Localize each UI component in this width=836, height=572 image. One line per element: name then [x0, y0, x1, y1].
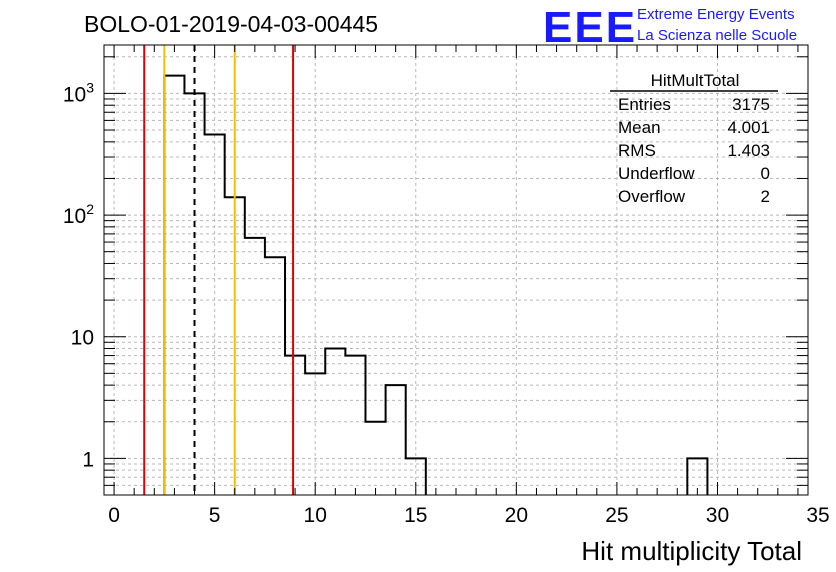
- histogram-bin: [205, 134, 225, 495]
- stats-value: 1.403: [727, 141, 770, 160]
- stats-label: Entries: [618, 95, 671, 114]
- stats-value: 0: [761, 164, 770, 183]
- histogram-bin: [386, 385, 406, 495]
- histogram-bin: [245, 238, 265, 495]
- y-tick-label: 103: [63, 79, 94, 106]
- x-tick-label: 10: [304, 504, 327, 527]
- grid: [104, 45, 808, 496]
- stats-label: Overflow: [618, 187, 686, 206]
- stats-title: HitMultTotal: [651, 71, 740, 90]
- chart-title: BOLO-01-2019-04-03-00445: [84, 11, 378, 37]
- histogram-bin: [345, 356, 365, 495]
- brand-line-2: La Scienza nelle Scuole: [637, 27, 797, 44]
- stats-label: Mean: [618, 118, 661, 137]
- y-tick-label: 10: [71, 327, 94, 350]
- histogram-bin: [164, 76, 184, 495]
- axis-ticks: [104, 45, 808, 496]
- histogram-bin: [285, 356, 305, 495]
- x-axis-title: Hit multiplicity Total: [581, 536, 802, 566]
- x-tick-labels: 0 5 10 15 20 25 30 35: [108, 504, 830, 527]
- cut-lines: [143, 45, 295, 495]
- stats-value: 4.001: [727, 118, 770, 137]
- histogram-outline: [163, 74, 709, 495]
- plot-frame: [103, 44, 809, 496]
- x-tick-label: 20: [505, 504, 528, 527]
- eee-branding: EEE Extreme Energy Events La Scienza nel…: [543, 3, 797, 52]
- stats-rows: Entries 3175 Mean 4.001 RMS 1.403 Underflow 0 Ov…: [618, 95, 770, 206]
- y-tick-label: 102: [63, 201, 94, 228]
- y-tick-label: 1: [82, 448, 94, 471]
- histogram-bin: [265, 257, 285, 495]
- stats-box: HitMultTotal Entries 3175 Mean 4.001 RMS 1.40…: [610, 71, 778, 206]
- x-tick-label: 25: [605, 504, 628, 527]
- x-tick-label: 30: [706, 504, 729, 527]
- x-tick-label: 15: [404, 504, 427, 527]
- stats-label: Underflow: [618, 164, 695, 183]
- stats-value: 2: [761, 187, 770, 206]
- y-tick-labels: 1 10 102 103: [63, 79, 94, 471]
- x-tick-label: 5: [209, 504, 221, 527]
- histogram-bars: [163, 74, 709, 495]
- x-tick-label: 35: [806, 504, 829, 527]
- brand-line-1: Extreme Energy Events: [637, 6, 795, 23]
- x-tick-label: 0: [108, 504, 120, 527]
- stats-value: 3175: [732, 95, 770, 114]
- stats-label: RMS: [618, 141, 656, 160]
- eee-logo: EEE: [543, 3, 637, 52]
